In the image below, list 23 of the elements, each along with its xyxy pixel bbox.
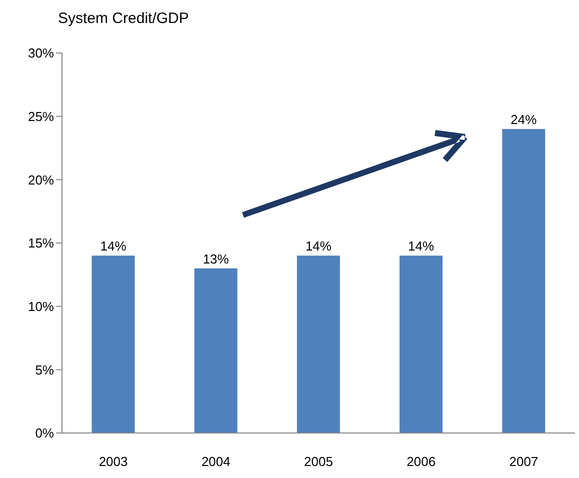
chart-title: System Credit/GDP: [58, 10, 189, 27]
x-tick-label: 2006: [406, 454, 436, 470]
x-tick-label: 2005: [304, 454, 333, 470]
y-tick-label: 15%: [28, 236, 54, 251]
bar: [502, 129, 546, 433]
x-tick-label: 2003: [98, 454, 128, 470]
bar: [194, 268, 238, 433]
data-label: 14%: [305, 238, 332, 254]
data-label: 14%: [100, 238, 127, 254]
x-tick-label: 2007: [509, 454, 538, 470]
bar: [296, 256, 340, 433]
y-tick-label: 0%: [35, 426, 54, 441]
bar: [92, 256, 135, 433]
y-tick-label: 25%: [28, 108, 54, 124]
y-tick-label: 30%: [28, 46, 54, 61]
y-tick-label: 20%: [28, 172, 54, 188]
bar: [400, 256, 443, 433]
data-label: 24%: [510, 112, 538, 127]
data-label: 14%: [408, 238, 434, 254]
data-label: 13%: [202, 251, 230, 266]
y-tick-label: 5%: [35, 362, 54, 378]
x-tick-label: 2004: [201, 454, 230, 470]
y-tick-label: 10%: [28, 298, 54, 314]
